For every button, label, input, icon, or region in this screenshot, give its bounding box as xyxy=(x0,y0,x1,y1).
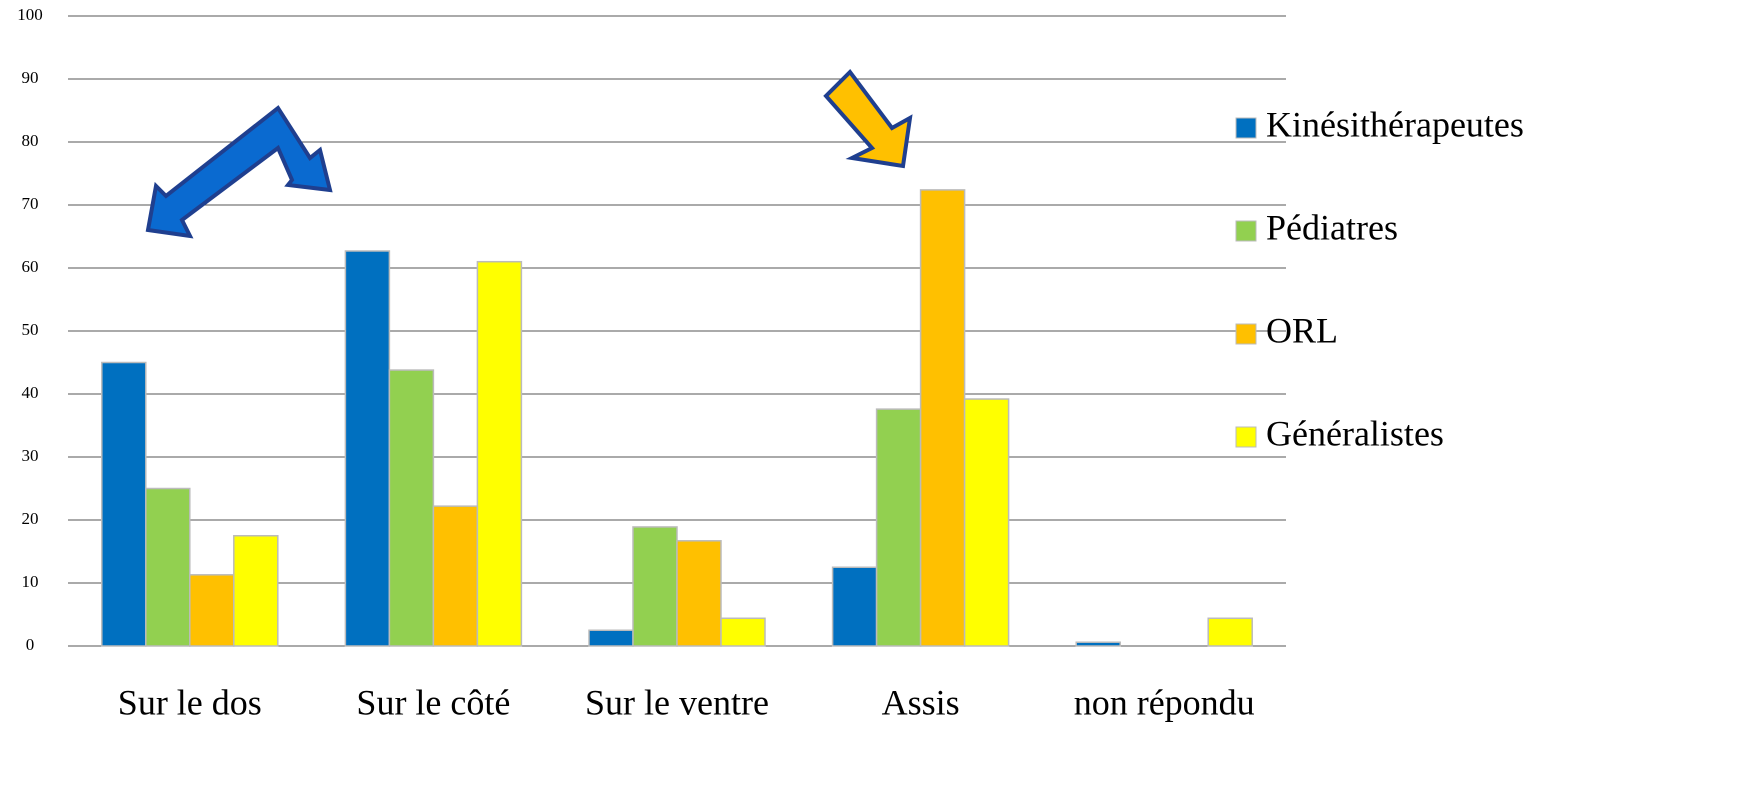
legend-swatch xyxy=(1235,220,1257,242)
bar xyxy=(1075,641,1121,647)
y-tick-label: 50 xyxy=(22,320,39,339)
legend-swatch xyxy=(1235,323,1257,345)
x-tick-label: non répondu xyxy=(1074,682,1255,722)
orange-arrow xyxy=(823,68,913,169)
bar xyxy=(145,487,191,647)
x-tick-label: Assis xyxy=(882,682,960,722)
bar xyxy=(588,629,634,647)
y-tick-label: 90 xyxy=(22,68,39,87)
y-tick-label: 0 xyxy=(26,635,35,654)
bar xyxy=(720,617,766,647)
bar xyxy=(476,260,523,647)
bar xyxy=(676,540,722,647)
y-tick-label: 70 xyxy=(22,194,39,213)
x-tick-label: Sur le ventre xyxy=(585,682,769,722)
legend-label: ORL xyxy=(1266,310,1338,350)
blue-double-arrow xyxy=(145,105,333,239)
legend-swatch xyxy=(1235,426,1257,448)
y-tick-label: 80 xyxy=(22,131,39,150)
bar xyxy=(963,398,1010,647)
y-tick-label: 40 xyxy=(22,383,39,402)
bar xyxy=(189,574,235,647)
bar xyxy=(875,408,922,647)
x-tick-label: Sur le dos xyxy=(118,682,262,722)
bar xyxy=(831,566,878,647)
bar xyxy=(432,505,479,647)
x-tick-label: Sur le côté xyxy=(356,682,510,722)
legend-label: Kinésithérapeutes xyxy=(1266,104,1524,144)
y-tick-label: 60 xyxy=(22,257,39,276)
legend-swatch xyxy=(1235,117,1257,139)
y-tick-label: 10 xyxy=(22,572,39,591)
legend-label: Généralistes xyxy=(1266,413,1444,453)
legend-label: Pédiatres xyxy=(1266,207,1398,247)
bar xyxy=(344,250,391,647)
bar xyxy=(388,369,435,647)
y-tick-label: 100 xyxy=(17,5,43,24)
bar xyxy=(101,361,147,647)
bar xyxy=(1207,617,1253,647)
bar xyxy=(919,189,966,647)
bar xyxy=(233,535,279,647)
y-tick-label: 20 xyxy=(22,509,39,528)
bar xyxy=(632,526,678,647)
y-tick-label: 30 xyxy=(22,446,39,465)
